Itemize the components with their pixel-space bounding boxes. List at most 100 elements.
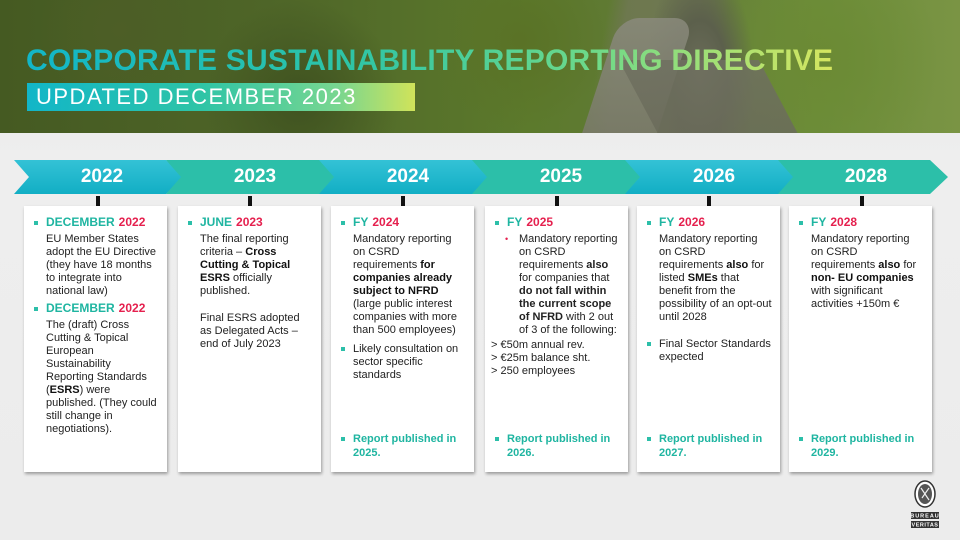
bullet-icon <box>647 437 651 441</box>
timeline-card-2025: FY 2025 • Mandatory reporting on CSRD requ… <box>485 206 628 472</box>
extra-text: Final Sector Standards expected <box>659 338 771 363</box>
footer-text: Report published in 2029. <box>811 433 915 459</box>
card-subitem: • Mandatory reporting on CSRD requirement… <box>493 233 620 337</box>
footer-text: Report published in 2026. <box>507 433 611 459</box>
text-bold: do not fall within the current scope of … <box>519 285 612 323</box>
heading-month: DECEMBER <box>46 215 115 229</box>
text-segment: Mandatory reporting on CSRD requirements <box>353 233 452 271</box>
timeline-card-2022: DECEMBER 2022 EU Member States adopt the … <box>24 206 167 472</box>
bullet-icon <box>495 220 499 225</box>
card-text: The (draft) Cross Cutting & Topical Euro… <box>32 319 159 436</box>
text-bold: also <box>586 259 609 271</box>
card-text: Mandatory reporting on CSRD requirements… <box>339 233 466 337</box>
logo-emblem-icon: BUREAU VERITAS <box>910 480 939 529</box>
page-title: CORPORATE SUSTAINABILITY REPORTING DIREC… <box>26 44 834 77</box>
heading-month: FY <box>659 215 675 229</box>
bureau-veritas-logo: BUREAU VERITAS <box>910 480 939 530</box>
card-text: The final reporting criteria – Cross Cut… <box>186 233 313 298</box>
heading-year: 2026 <box>678 215 706 229</box>
text-segment: The final reporting criteria – <box>200 233 289 258</box>
heading-month: FY <box>507 215 523 229</box>
text-bold: non- EU companies <box>811 272 914 284</box>
timeline-tick <box>248 196 252 206</box>
text-segment: for <box>900 259 917 271</box>
bullet-icon <box>799 220 803 225</box>
bullet-icon <box>34 220 38 225</box>
timeline-chevron-2025: 2025 <box>472 160 644 194</box>
card-footer: Report published in 2026. <box>493 432 624 460</box>
card-footer: Report published in 2027. <box>645 432 776 460</box>
timeline-chevron-2024: 2024 <box>319 160 491 194</box>
heading-year: 2024 <box>372 215 400 229</box>
bullet-icon <box>341 347 345 351</box>
page-subtitle: UPDATED DECEMBER 2023 <box>36 84 357 109</box>
text-bold: SMEs <box>687 272 718 284</box>
text-segment: Mandatory reporting on CSRD requirements <box>811 233 910 271</box>
timeline-card-2023: JUNE 2023 The final reporting criteria – … <box>178 206 321 472</box>
timeline-card-2024: FY 2024 Mandatory reporting on CSRD requi… <box>331 206 474 472</box>
card-text: Mandatory reporting on CSRD requirements… <box>645 233 772 324</box>
timeline-year: 2026 <box>692 166 736 187</box>
criteria-item: > 250 employees <box>491 365 576 377</box>
card-extra-item: Likely consultation on sector specific s… <box>339 343 466 382</box>
subtitle-bar <box>27 83 415 111</box>
timeline-chevron-2026: 2026 <box>625 160 797 194</box>
card-extra-item: Final Sector Standards expected <box>645 338 772 364</box>
bullet-icon <box>495 437 499 441</box>
bullet-icon <box>647 342 651 346</box>
heading-month: FY <box>811 215 827 229</box>
heading-month: JUNE <box>200 215 233 229</box>
card-text: Mandatory reporting on CSRD requirements… <box>519 233 620 337</box>
text-segment: Mandatory reporting on CSRD requirements <box>659 233 758 271</box>
text-segment: with significant activities +150m € <box>811 285 900 310</box>
text-segment: The (draft) Cross Cutting & Topical Euro… <box>46 319 147 396</box>
card-heading: DECEMBER 2022 <box>32 302 159 315</box>
bullet-icon <box>799 437 803 441</box>
text-segment: (large public interest companies with mo… <box>353 298 457 336</box>
timeline-tick <box>707 196 711 206</box>
card-heading: FY 2028 <box>797 216 924 229</box>
card-heading: FY 2026 <box>645 216 772 229</box>
extra-text: Likely consultation on sector specific s… <box>353 343 459 381</box>
card-heading: FY 2025 <box>493 216 620 229</box>
heading-year: 2023 <box>236 215 263 229</box>
timeline-chevron-2023: 2023 <box>166 160 338 194</box>
card-footer: Report published in 2025. <box>339 432 470 460</box>
footer-text: Report published in 2025. <box>353 433 457 459</box>
card-heading: JUNE 2023 <box>186 216 313 229</box>
bullet-icon <box>647 220 651 225</box>
timeline-tick <box>555 196 559 206</box>
card-footer: Report published in 2029. <box>797 432 928 460</box>
criteria-item: > €50m annual rev. <box>491 339 585 351</box>
svg-text:VERITAS: VERITAS <box>912 523 939 529</box>
footer-text: Report published in 2027. <box>659 433 763 459</box>
card-heading: FY 2024 <box>339 216 466 229</box>
heading-year: 2022 <box>118 215 146 229</box>
timeline-year: 2025 <box>539 166 583 187</box>
text-segment: with 2 out of 3 of the following: <box>519 311 617 336</box>
heading-year: 2022 <box>118 301 146 315</box>
timeline-year: 2028 <box>844 166 888 187</box>
card-heading: DECEMBER 2022 <box>32 216 159 229</box>
text-bold: Cross Cutting & Topical ESRS <box>200 246 291 284</box>
timeline-card-2026: FY 2026 Mandatory reporting on CSRD requi… <box>637 206 780 472</box>
bullet-icon <box>341 220 345 225</box>
text-bold: ESRS <box>49 384 80 396</box>
timeline-bar: 2022 2023 2024 2025 2026 2028 <box>14 160 948 194</box>
timeline-year: 2022 <box>80 166 124 187</box>
bullet-icon <box>188 220 192 225</box>
text-bold: also <box>878 259 901 271</box>
criteria-list: > €50m annual rev. > €25m balance sht. >… <box>491 339 620 378</box>
heading-year: 2028 <box>830 215 858 229</box>
timeline-chevron-2022: 2022 <box>14 160 184 194</box>
timeline-tick <box>860 196 864 206</box>
timeline-tick <box>96 196 100 206</box>
text-bold: also <box>726 259 749 271</box>
text-segment: officially published. <box>200 272 272 297</box>
heading-month: DECEMBER <box>46 301 115 315</box>
timeline-year: 2023 <box>233 166 277 187</box>
timeline-card-2028: FY 2028 Mandatory reporting on CSRD requi… <box>789 206 932 472</box>
card-text: Mandatory reporting on CSRD requirements… <box>797 233 924 311</box>
criteria-item: > €25m balance sht. <box>491 352 591 364</box>
heading-year: 2025 <box>526 215 554 229</box>
